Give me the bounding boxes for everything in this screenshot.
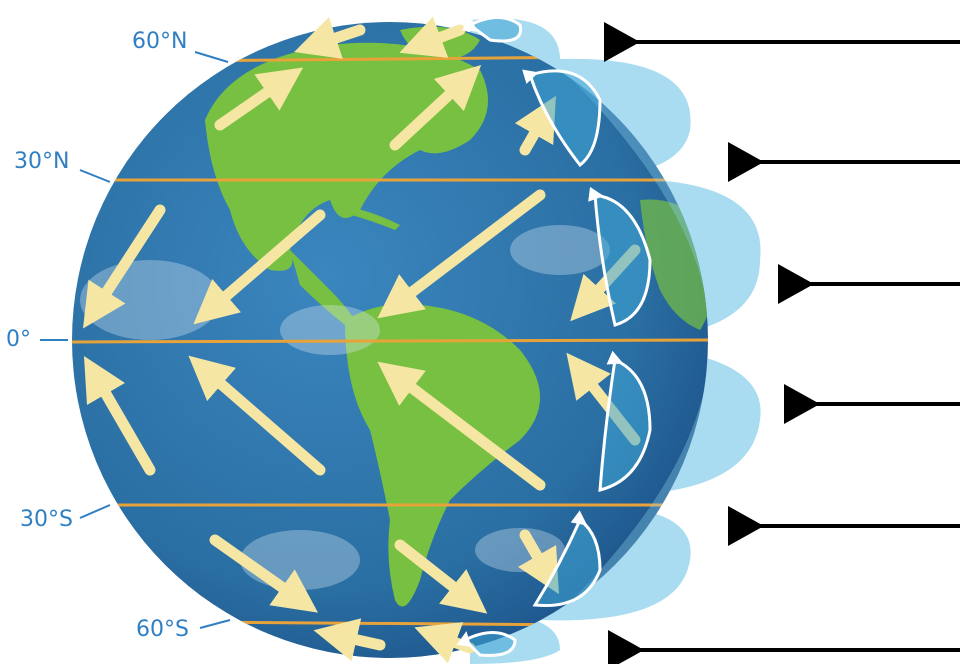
leader-60s [199,619,231,629]
globe [72,16,708,664]
label-equator: 0° [6,327,31,352]
circulation-cell-icon [532,520,602,608]
wind-arrow-icon [313,618,386,662]
cell-loops [465,18,652,657]
leader-60n [194,51,229,63]
landmass-caribbean [340,205,400,230]
wind-arrow-icon [514,95,556,156]
wind-arrow-icon [214,67,304,131]
wind-arrow-icon [377,189,546,319]
wind-arrow-icon [517,529,559,595]
latitude-line-equator [72,338,708,344]
wind-arrow-icon [188,355,326,476]
circulation-cell-icon [595,195,652,327]
wind-arrow-icon [193,209,326,325]
wind-arrow-icon [399,16,466,58]
circulation-cell-icon [465,633,517,657]
leader-30s [79,504,111,519]
leader-30n [79,169,111,183]
circulation-cell-icon [470,18,523,43]
label-30s: 30°S [20,507,73,532]
landmass-central-america [290,250,355,325]
wind-arrow-icon [294,17,366,59]
incoming-arrows [604,22,960,664]
wind-arrow-icon [389,65,482,151]
wind-arrow-icon [83,355,156,476]
label-60s: 60°S [136,617,189,642]
wind-arrow-icon [83,204,166,329]
latitude-labels: 60°N 30°N 0° 30°S 60°S [6,29,231,642]
circulation-cell-icon [530,71,602,168]
wind-arrow-icon [209,534,318,613]
label-30n: 30°N [14,149,69,174]
wind-arrow-icon [394,539,488,614]
label-60n: 60°N [132,29,187,54]
circulation-cell-icon [598,360,652,492]
wind-arrow-icon [377,361,546,491]
